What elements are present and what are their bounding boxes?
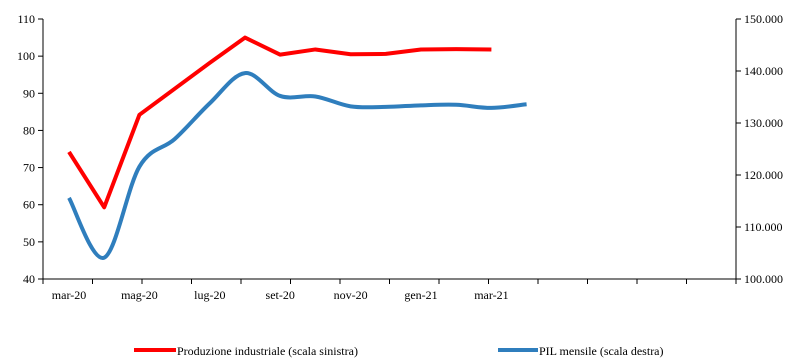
x-tick-label: lug-20 [194,288,225,302]
right-y-tick-label: 100.000 [744,272,783,286]
left-y-tick-label: 90 [23,86,35,100]
legend: Produzione industriale (scala sinistra) P… [134,344,664,358]
left-y-tick-label: 110 [17,12,35,26]
series-line-2 [67,71,527,260]
right-y-tick-label: 150.000 [744,12,783,26]
series-line-1 [67,35,492,210]
x-tick-label: mar-21 [474,288,508,302]
right-y-tick-label: 130.000 [744,116,783,130]
axes: 40 50 60 70 80 90 100 110 100.000 110.000 120.000 1… [17,12,783,302]
x-tick-label: nov-20 [334,288,368,302]
left-y-tick-label: 40 [23,272,35,286]
x-tick-label: mar-20 [52,288,86,302]
left-y-tick-label: 100 [17,49,35,63]
series-layer [67,35,527,260]
right-y-tick-label: 140.000 [744,64,783,78]
x-tick-label: set-20 [266,288,295,302]
left-y-tick-label: 50 [23,235,35,249]
left-y-tick-label: 70 [23,161,35,175]
legend-label: PIL mensile (scala destra) [539,344,664,358]
x-tick-label: gen-21 [404,288,437,302]
x-tick-label: mag-20 [121,288,158,302]
left-y-tick-label: 60 [23,198,35,212]
right-y-tick-label: 110.000 [744,220,783,234]
left-y-tick-label: 80 [23,123,35,137]
legend-label: Produzione industriale (scala sinistra) [177,344,358,358]
right-y-tick-label: 120.000 [744,168,783,182]
